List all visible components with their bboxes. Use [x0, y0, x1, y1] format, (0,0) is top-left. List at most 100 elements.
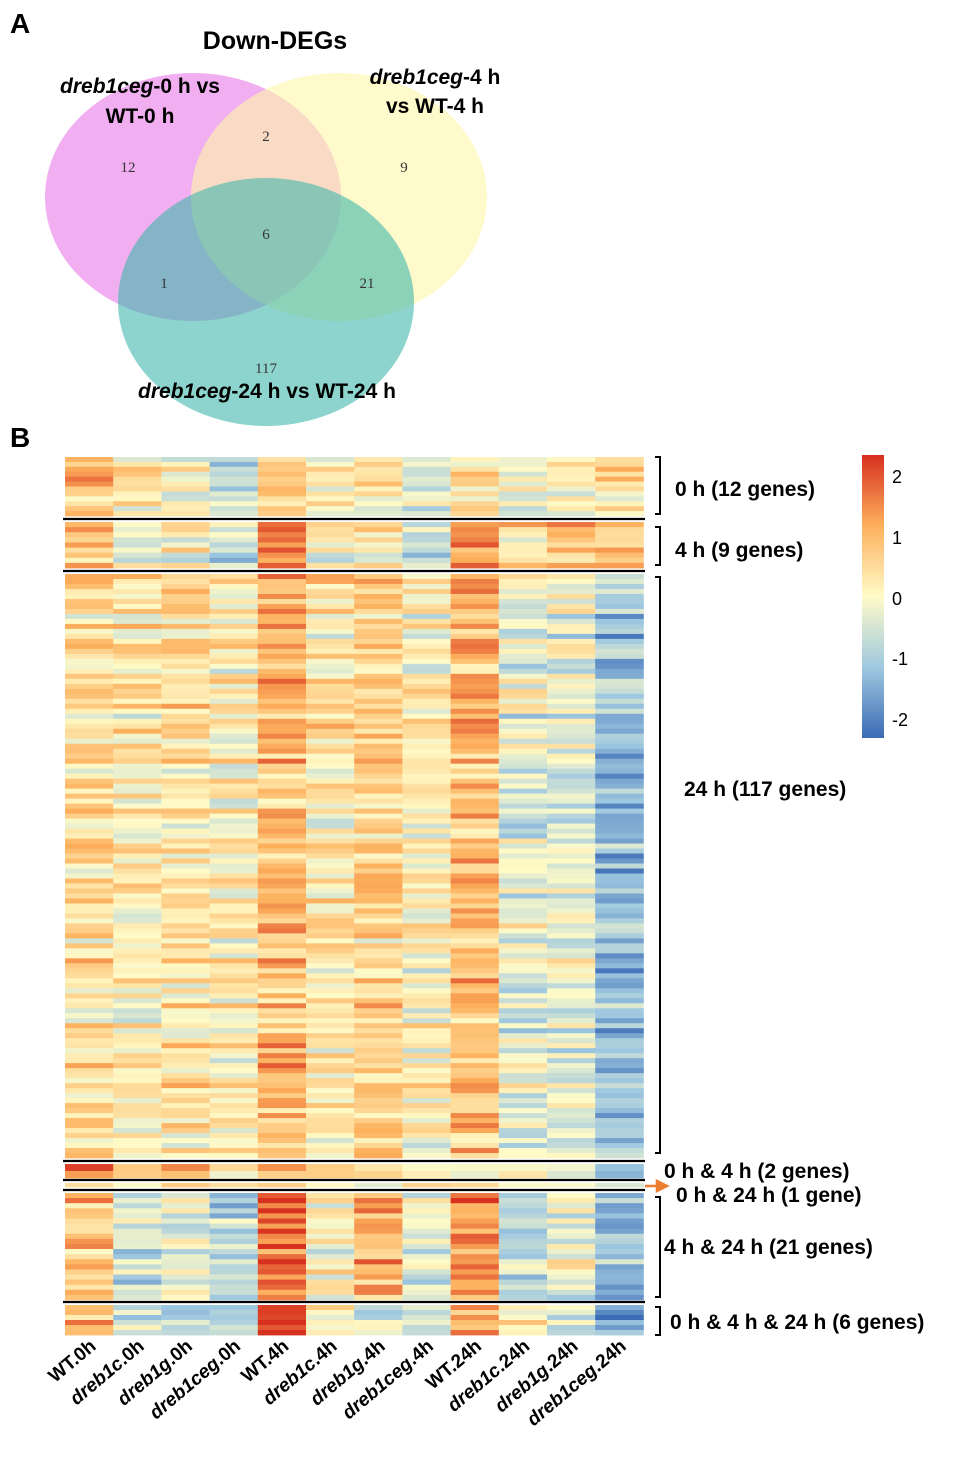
venn-label-0h-line1: dreb1ceg-0 h vs — [60, 75, 220, 98]
heatmap-cell — [113, 688, 162, 695]
heatmap-cell — [161, 1113, 210, 1119]
heatmap-cell — [161, 1208, 210, 1214]
heatmap-cell — [65, 643, 114, 650]
heatmap-cell — [498, 588, 548, 595]
color-scale-tick: 1 — [892, 528, 902, 548]
heatmap-cell — [257, 537, 307, 543]
heatmap-cell — [161, 557, 210, 564]
heatmap-cell — [306, 1208, 355, 1214]
heatmap-cell — [306, 753, 355, 760]
heatmap-cell — [306, 718, 355, 725]
heatmap-cell — [595, 583, 644, 590]
heatmap-cell — [306, 1103, 355, 1109]
heatmap-cell — [306, 738, 355, 745]
heatmap-cell — [450, 542, 500, 548]
heatmap-cell — [306, 818, 355, 824]
heatmap-cell — [354, 748, 403, 755]
heatmap-cell — [65, 988, 114, 994]
heatmap-cell — [547, 1003, 596, 1009]
heatmap-cell — [65, 683, 114, 690]
heatmap-cell — [209, 457, 259, 463]
heatmap-cell — [498, 1193, 548, 1199]
heatmap-cell — [257, 638, 307, 645]
heatmap-cell — [306, 813, 355, 819]
heatmap-cell — [257, 1013, 307, 1019]
heatmap-cell — [402, 843, 451, 849]
heatmap-cell — [402, 1279, 451, 1286]
heatmap-cell — [595, 763, 644, 770]
heatmap-cell — [306, 648, 355, 655]
heatmap-cell — [354, 1198, 403, 1204]
heatmap-cell — [257, 1018, 307, 1024]
heatmap-cell — [306, 948, 355, 954]
heatmap-cell — [161, 1264, 210, 1270]
heatmap-cell — [113, 1183, 162, 1188]
heatmap-cell — [450, 833, 500, 839]
heatmap-cell — [257, 1249, 307, 1255]
heatmap-cell — [306, 983, 355, 989]
heatmap-cell — [547, 557, 596, 564]
heatmap-cell — [257, 643, 307, 650]
heatmap-cell — [595, 768, 644, 775]
heatmap-cell — [498, 1289, 548, 1296]
heatmap-cell — [498, 1233, 548, 1240]
heatmap-cell — [257, 1063, 307, 1069]
heatmap-cell — [209, 958, 259, 964]
heatmap-cell — [209, 1315, 259, 1321]
heatmap-cell — [209, 1098, 259, 1104]
heatmap-cell — [306, 506, 355, 512]
heatmap-cell — [113, 1325, 162, 1331]
heatmap-cell — [498, 913, 548, 919]
heatmap-cell — [306, 537, 355, 543]
heatmap-cell — [595, 1305, 644, 1311]
heatmap-cell — [498, 723, 548, 730]
heatmap-cell — [65, 838, 114, 844]
venn-label-4h-line2: vs WT-4 h — [386, 95, 484, 118]
heatmap-cell — [65, 1259, 114, 1265]
heatmap-cell — [354, 1164, 403, 1172]
heatmap-cell — [450, 1018, 500, 1024]
heatmap-cell — [354, 532, 403, 538]
heatmap-cell — [161, 1073, 210, 1079]
heatmap-cell — [306, 1325, 355, 1331]
heatmap-cell — [306, 673, 355, 680]
heatmap-cell — [209, 1033, 259, 1039]
venn-count-0h-4h: 2 — [262, 129, 270, 145]
heatmap-cell — [402, 718, 451, 725]
heatmap-cell — [354, 973, 403, 979]
heatmap-cell — [498, 496, 548, 502]
heatmap-cell — [209, 1320, 259, 1326]
heatmap-cell — [450, 908, 500, 914]
heatmap-cell — [257, 1138, 307, 1144]
heatmap-cell — [498, 1068, 548, 1074]
heatmap-cell — [65, 1048, 114, 1054]
heatmap-cell — [498, 1264, 548, 1270]
heatmap-cell — [402, 748, 451, 755]
heatmap-cell — [354, 988, 403, 994]
heatmap-cell — [498, 1325, 548, 1331]
heatmap-cell — [450, 803, 500, 809]
heatmap-cell — [257, 1218, 307, 1224]
heatmap-cell — [402, 1183, 451, 1188]
heatmap-cell — [306, 1330, 355, 1336]
heatmap-cell — [257, 883, 307, 889]
heatmap-cell — [354, 1228, 403, 1235]
heatmap-cell — [306, 613, 355, 620]
heatmap-cell — [402, 823, 451, 829]
heatmap-cell — [65, 1008, 114, 1014]
heatmap-cell — [161, 1078, 210, 1084]
heatmap-cell — [547, 471, 596, 478]
heatmap-cell — [161, 803, 210, 809]
heatmap-cell — [498, 908, 548, 914]
heatmap-cell — [65, 703, 114, 710]
heatmap-cell — [595, 953, 644, 959]
color-scale-ticks: 210-1-2 — [892, 467, 908, 730]
heatmap-cell — [402, 1118, 451, 1124]
heatmap-cell — [354, 476, 403, 482]
heatmap-cell — [65, 758, 114, 765]
heatmap-cell — [209, 973, 259, 979]
heatmap-cell — [595, 913, 644, 919]
heatmap-cell — [354, 608, 403, 615]
heatmap-cell — [402, 828, 451, 834]
heatmap-cell — [595, 562, 644, 569]
